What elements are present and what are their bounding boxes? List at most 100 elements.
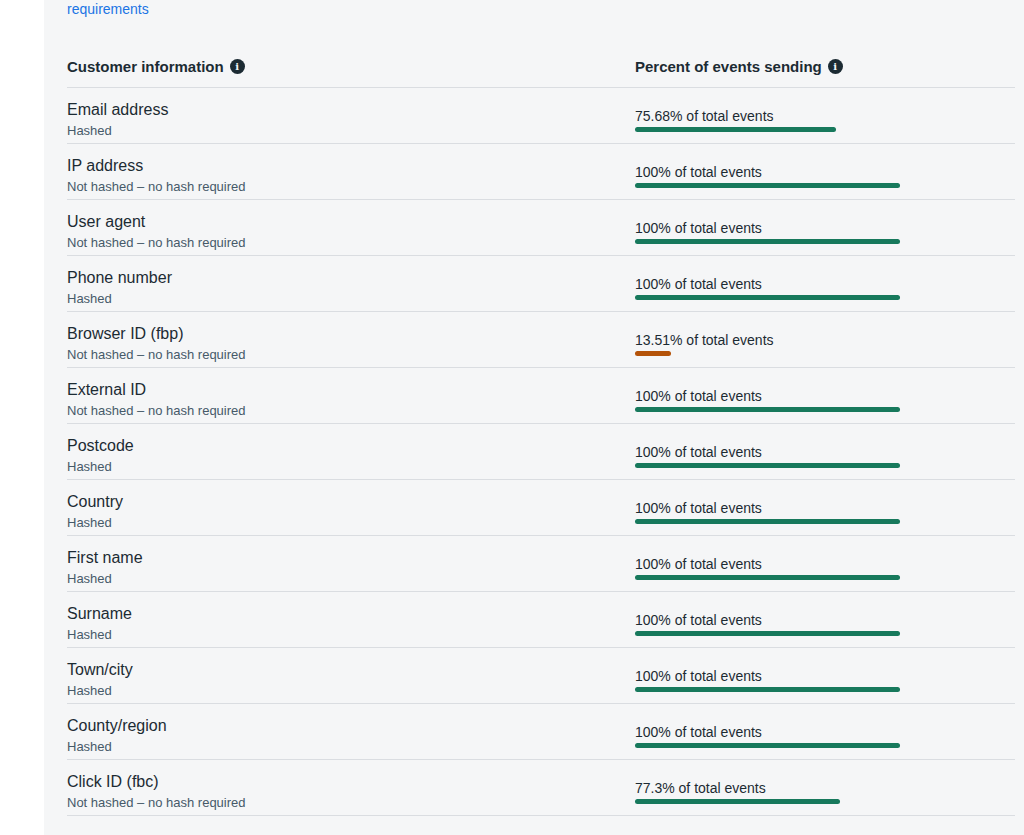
table-row: Surname Hashed 100% of total events (67, 592, 1015, 648)
percent-bar (635, 519, 900, 524)
hash-status: Hashed (67, 122, 635, 140)
percent-bar (635, 575, 900, 580)
table-row: First name Hashed 100% of total events (67, 536, 1015, 592)
percent-of-events-cell: 75.68% of total events (635, 88, 1015, 143)
info-icon[interactable]: i (230, 59, 245, 74)
content-panel: requirements Customer information i Perc… (44, 0, 1024, 835)
hash-status: Not hashed – no hash required (67, 178, 635, 196)
table-row: External ID Not hashed – no hash require… (67, 368, 1015, 424)
percent-of-events-cell: 100% of total events (635, 536, 1015, 591)
percent-of-events-cell: 100% of total events (635, 480, 1015, 535)
percent-of-events-cell: 13.51% of total events (635, 312, 1015, 367)
table-row: Browser ID (fbp) Not hashed – no hash re… (67, 312, 1015, 368)
percent-bar-container (635, 575, 900, 580)
percent-bar-container (635, 463, 900, 468)
percent-label: 100% of total events (635, 219, 1015, 237)
hash-status: Hashed (67, 682, 635, 700)
percent-of-events-cell: 100% of total events (635, 144, 1015, 199)
percent-bar (635, 407, 900, 412)
percent-bar (635, 295, 900, 300)
page: requirements Customer information i Perc… (0, 0, 1024, 835)
percent-bar-container (635, 519, 900, 524)
parameter-name: Click ID (fbc) (67, 772, 635, 792)
customer-information-table: Customer information i Percent of events… (67, 18, 1015, 816)
percent-label: 100% of total events (635, 443, 1015, 461)
table-body: Email address Hashed 75.68% of total eve… (67, 88, 1015, 816)
percent-label: 100% of total events (635, 555, 1015, 573)
table-row: Country Hashed 100% of total events (67, 480, 1015, 536)
requirements-link[interactable]: requirements (67, 0, 149, 18)
hash-status: Hashed (67, 458, 635, 476)
table-row: Postcode Hashed 100% of total events (67, 424, 1015, 480)
percent-of-events-cell: 100% of total events (635, 200, 1015, 255)
customer-information-cell: Surname Hashed (67, 592, 635, 647)
percent-label: 100% of total events (635, 611, 1015, 629)
percent-bar (635, 351, 671, 356)
customer-information-cell: Browser ID (fbp) Not hashed – no hash re… (67, 312, 635, 367)
parameter-name: IP address (67, 156, 635, 176)
percent-bar-container (635, 183, 900, 188)
percent-bar-container (635, 351, 900, 356)
percent-bar (635, 183, 900, 188)
percent-label: 100% of total events (635, 667, 1015, 685)
percent-of-events-cell: 100% of total events (635, 592, 1015, 647)
percent-label: 100% of total events (635, 723, 1015, 741)
table-row: County/region Hashed 100% of total event… (67, 704, 1015, 760)
parameter-name: Surname (67, 604, 635, 624)
hash-status: Hashed (67, 570, 635, 588)
parameter-name: External ID (67, 380, 635, 400)
customer-information-cell: Postcode Hashed (67, 424, 635, 479)
parameter-name: Browser ID (fbp) (67, 324, 635, 344)
customer-information-cell: Email address Hashed (67, 88, 635, 143)
hash-status: Not hashed – no hash required (67, 234, 635, 252)
parameter-name: Postcode (67, 436, 635, 456)
percent-of-events-cell: 100% of total events (635, 648, 1015, 703)
customer-information-cell: Town/city Hashed (67, 648, 635, 703)
percent-label: 13.51% of total events (635, 331, 1015, 349)
table-header-row: Customer information i Percent of events… (67, 18, 1015, 88)
percent-of-events-cell: 100% of total events (635, 704, 1015, 759)
table-row: Email address Hashed 75.68% of total eve… (67, 88, 1015, 144)
customer-information-cell: External ID Not hashed – no hash require… (67, 368, 635, 423)
hash-status: Hashed (67, 738, 635, 756)
parameter-name: Town/city (67, 660, 635, 680)
left-gutter (0, 0, 44, 835)
percent-of-events-cell: 100% of total events (635, 368, 1015, 423)
customer-information-cell: IP address Not hashed – no hash required (67, 144, 635, 199)
percent-bar-container (635, 239, 900, 244)
percent-label: 77.3% of total events (635, 779, 1015, 797)
info-icon[interactable]: i (828, 59, 843, 74)
hash-status: Not hashed – no hash required (67, 346, 635, 364)
percent-of-events-cell: 100% of total events (635, 424, 1015, 479)
table-row: User agent Not hashed – no hash required… (67, 200, 1015, 256)
customer-information-cell: Phone number Hashed (67, 256, 635, 311)
parameter-name: County/region (67, 716, 635, 736)
percent-bar (635, 239, 900, 244)
hash-status: Not hashed – no hash required (67, 402, 635, 420)
parameter-name: User agent (67, 212, 635, 232)
percent-bar (635, 687, 900, 692)
percent-bar (635, 799, 840, 804)
percent-label: 100% of total events (635, 163, 1015, 181)
percent-label: 75.68% of total events (635, 107, 1015, 125)
column-header-label: Customer information (67, 58, 224, 75)
percent-of-events-cell: 100% of total events (635, 256, 1015, 311)
percent-bar-container (635, 631, 900, 636)
customer-information-cell: User agent Not hashed – no hash required (67, 200, 635, 255)
hash-status: Hashed (67, 290, 635, 308)
percent-bar-container (635, 407, 900, 412)
table-row: Phone number Hashed 100% of total events (67, 256, 1015, 312)
table-row: Town/city Hashed 100% of total events (67, 648, 1015, 704)
customer-information-cell: First name Hashed (67, 536, 635, 591)
percent-label: 100% of total events (635, 499, 1015, 517)
percent-label: 100% of total events (635, 387, 1015, 405)
percent-of-events-cell: 77.3% of total events (635, 760, 1015, 815)
parameter-name: First name (67, 548, 635, 568)
customer-information-cell: County/region Hashed (67, 704, 635, 759)
parameter-name: Phone number (67, 268, 635, 288)
parameter-name: Email address (67, 100, 635, 120)
percent-bar (635, 463, 900, 468)
parameter-name: Country (67, 492, 635, 512)
hash-status: Not hashed – no hash required (67, 794, 635, 812)
percent-bar-container (635, 687, 900, 692)
